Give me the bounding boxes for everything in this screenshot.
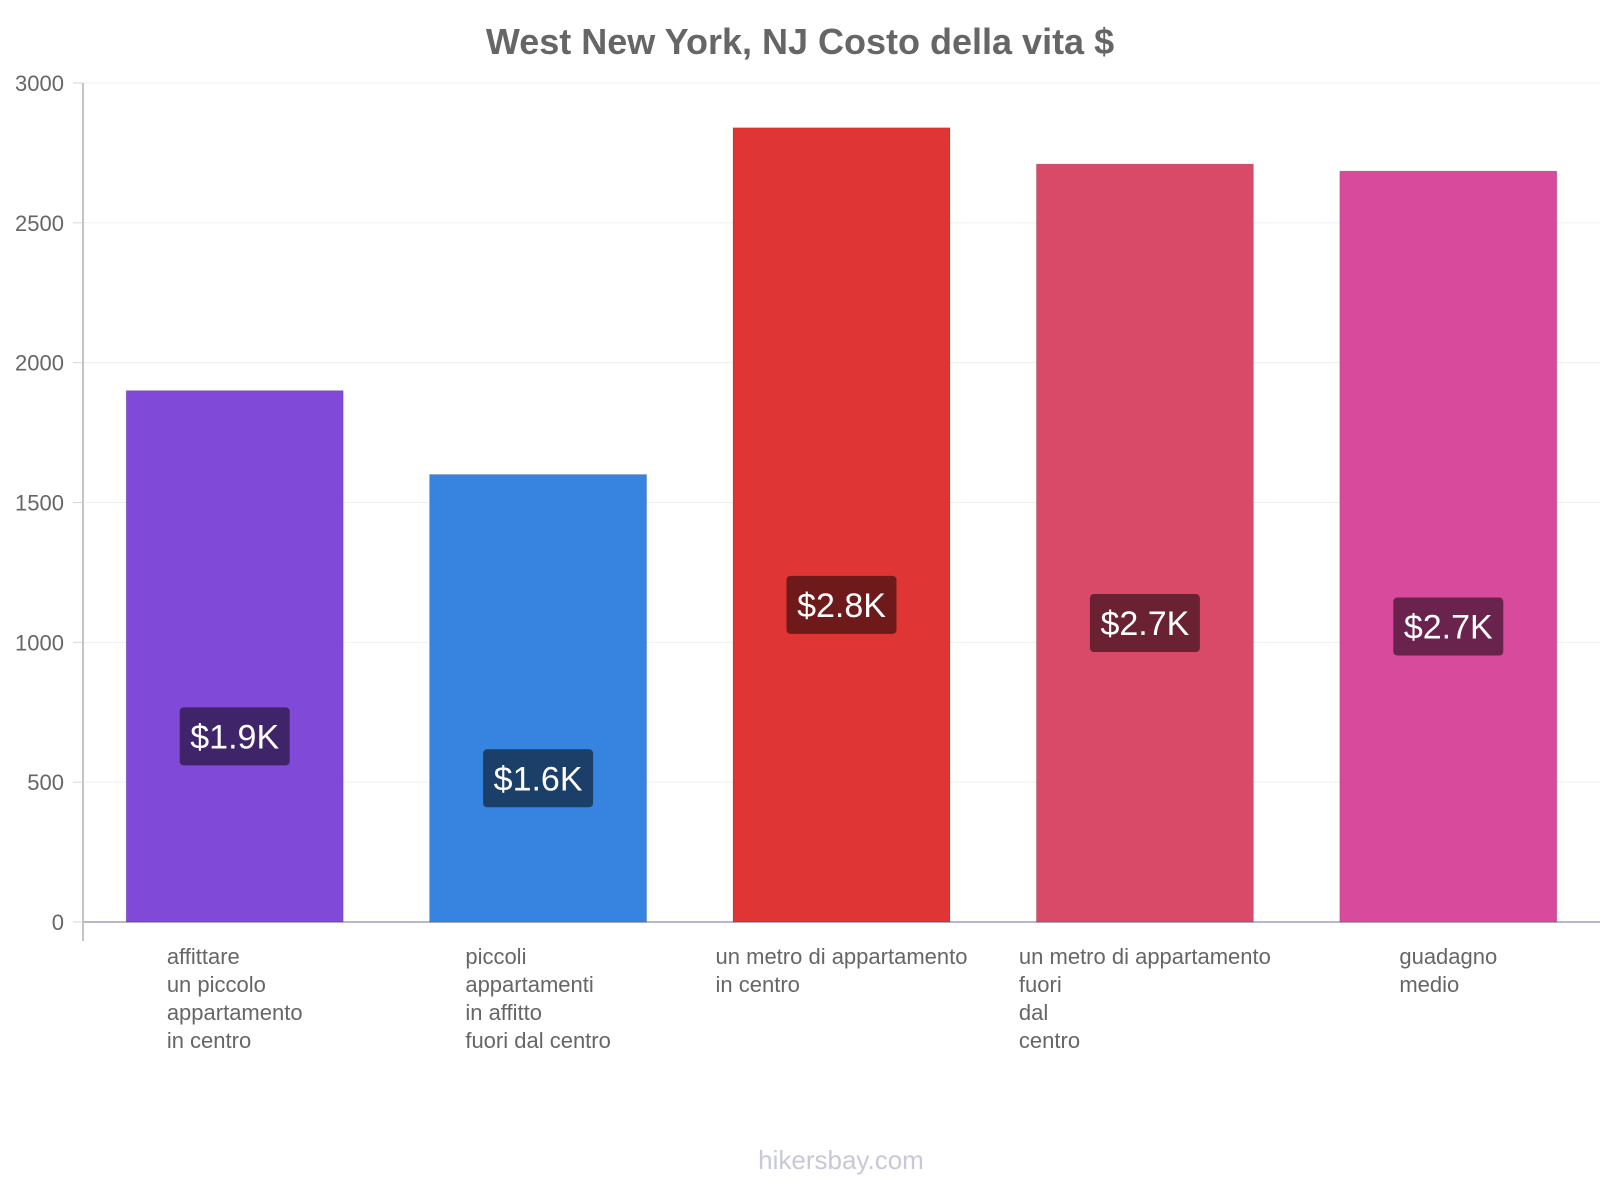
data-label-background — [1393, 597, 1504, 656]
y-tick-label: 2500 — [15, 211, 64, 236]
data-label: $2.7K — [1404, 609, 1493, 647]
bar — [125, 390, 344, 923]
y-tick-label: 1000 — [15, 630, 64, 655]
bar — [429, 474, 648, 923]
x-category-label: piccoli appartamenti in affitto fuori dal c… — [465, 944, 611, 1053]
data-label: $2.7K — [1100, 605, 1189, 643]
x-category-label: un metro di appartamento fuori dal centro — [1019, 944, 1271, 1053]
x-category-label: guadagno medio — [1399, 944, 1497, 997]
y-tick-label: 2000 — [15, 351, 64, 376]
y-tick-label: 1500 — [15, 491, 64, 516]
bar — [1339, 170, 1558, 923]
x-category-label: affittare un piccolo appartamento in centro — [167, 944, 303, 1053]
y-tick-label: 3000 — [15, 71, 64, 96]
data-label-background — [1089, 594, 1200, 653]
data-label-background — [786, 575, 897, 634]
y-tick-label: 500 — [27, 770, 64, 795]
data-label-background — [179, 707, 290, 766]
data-label: $1.6K — [494, 760, 583, 798]
bar — [1035, 163, 1254, 923]
chart-title: West New York, NJ Costo della vita $ — [486, 21, 1114, 62]
x-category-label: un metro di appartamento in centro — [716, 944, 968, 997]
data-label-background — [483, 749, 594, 808]
watermark: hikersbay.com — [758, 1145, 924, 1175]
data-label: $2.8K — [797, 587, 886, 625]
y-tick-label: 0 — [52, 910, 64, 935]
data-label: $1.9K — [190, 718, 279, 756]
bar — [732, 127, 951, 923]
